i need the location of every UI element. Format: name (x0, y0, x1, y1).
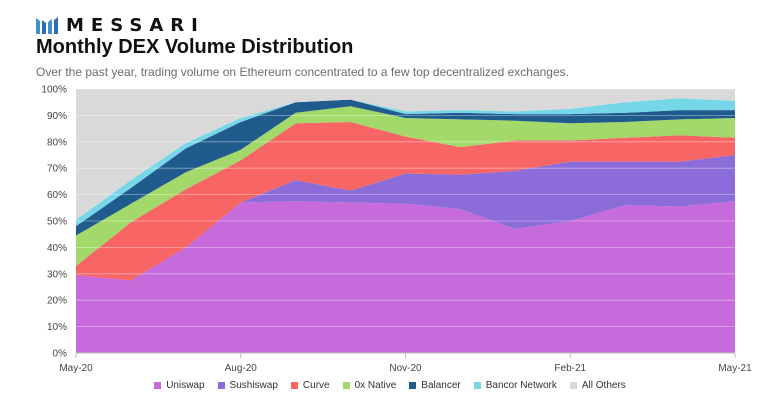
messari-logo-icon (36, 17, 58, 34)
area-layers (76, 89, 735, 353)
page-subtitle: Over the past year, trading volume on Et… (36, 65, 569, 79)
legend-item-curve: Curve (290, 380, 330, 391)
legend-item-0x-native: 0x Native (342, 380, 397, 391)
legend-label: 0x Native (354, 380, 397, 391)
y-tick-label: 50% (47, 217, 67, 228)
page-title: Monthly DEX Volume Distribution (36, 36, 354, 58)
y-axis: 0% 10% 20% 30% 40% 50% 60% 70% 80% 90% 100% (41, 85, 67, 360)
x-tick-label: May-21 (718, 363, 752, 374)
y-tick-label: 100% (41, 85, 67, 96)
x-tick-label: May-20 (59, 363, 93, 374)
y-tick-label: 70% (47, 164, 67, 175)
legend-item-sushiswap: Sushiswap (217, 380, 278, 391)
legend-label: Balancer (421, 380, 461, 391)
x-tick-label: Aug-20 (225, 363, 258, 374)
legend-swatch (409, 382, 417, 389)
legend-swatch (217, 382, 225, 389)
legend-label: All Others (581, 380, 626, 391)
area-curve (76, 122, 735, 281)
y-tick-label: 30% (47, 269, 67, 280)
legend-swatch (473, 382, 481, 389)
area-balancer (76, 99, 735, 236)
y-tick-label: 40% (47, 243, 67, 254)
brand-name: MESSARI (66, 14, 205, 36)
legend-swatch (154, 382, 162, 389)
messari-logo: MESSARI (36, 13, 205, 37)
legend-swatch (342, 382, 350, 389)
legend-item-bancor-network: Bancor Network (473, 380, 557, 391)
legend-item-all-others: All Others (569, 380, 626, 391)
y-tick-label: 80% (47, 137, 67, 148)
x-axis: May-20 Aug-20 Nov-20 Feb-21 May-21 (59, 353, 752, 374)
gridlines (76, 88, 735, 354)
area-sushiswap (76, 155, 735, 281)
y-tick-label: 10% (47, 322, 67, 333)
legend-label: Curve (302, 380, 330, 391)
x-tick-label: Nov-20 (389, 363, 422, 374)
legend-item-uniswap: Uniswap (154, 380, 205, 391)
y-tick-label: 90% (47, 111, 67, 122)
chart-legend: Uniswap Sushiswap Curve 0x Native Balancer Ba… (0, 380, 780, 391)
legend-label: Sushiswap (229, 380, 278, 391)
area-0x-native (76, 106, 735, 266)
legend-swatch (569, 382, 577, 389)
y-tick-label: 60% (47, 190, 67, 201)
area-uniswap (76, 201, 735, 353)
y-tick-label: 0% (53, 349, 68, 360)
legend-item-balancer: Balancer (409, 380, 461, 391)
legend-label: Bancor Network (485, 380, 557, 391)
legend-label: Uniswap (166, 380, 205, 391)
area-all-others (76, 89, 735, 220)
x-tick-label: Feb-21 (554, 363, 586, 374)
legend-swatch (290, 382, 298, 389)
y-tick-label: 20% (47, 296, 67, 307)
dex-volume-chart: 0% 10% 20% 30% 40% 50% 60% 70% 80% 90% 100% May-20… (41, 85, 752, 375)
